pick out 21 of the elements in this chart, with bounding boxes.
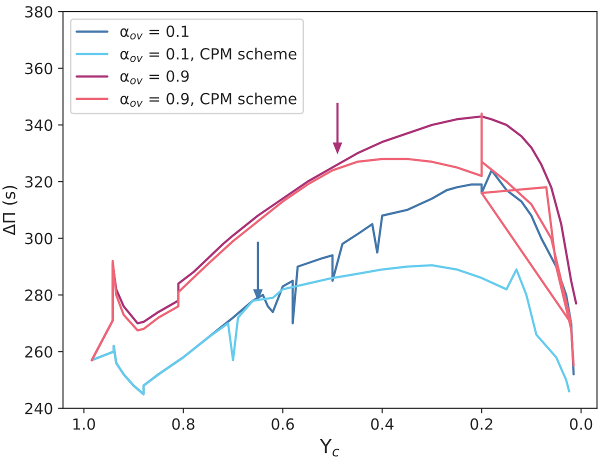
x-tick-label: 0.8 <box>172 418 194 430</box>
legend-label: α$_{ov}$ = 0.9, CPM scheme <box>120 92 296 107</box>
y-tick-label: 260 <box>25 346 52 358</box>
y-tick-label: 340 <box>25 119 52 131</box>
line-series <box>90 264 570 396</box>
x-axis-title: Y$_{c}$ <box>320 438 340 457</box>
x-tick-label: 1.0 <box>73 418 96 430</box>
x-tick-label: 0.2 <box>470 418 492 430</box>
y-tick-label: 380 <box>25 6 52 18</box>
legend-label: α$_{ov}$ = 0.1 <box>120 26 188 40</box>
y-tick-label: 240 <box>25 402 52 414</box>
y-axis-title: ΔΠ (s) <box>2 186 18 236</box>
y-tick-label: 360 <box>25 62 52 74</box>
legend-label: α$_{ov}$ = 0.9 <box>120 70 189 84</box>
y-tick-label: 300 <box>25 232 52 244</box>
x-tick-label: 0.6 <box>272 418 294 430</box>
x-tick-label: 0.4 <box>371 418 394 430</box>
legend-label: α$_{ov}$ = 0.1, CPM scheme <box>120 48 296 62</box>
x-tick-label: 0.0 <box>570 418 592 430</box>
y-tick-label: 320 <box>25 176 52 188</box>
y-tick-label: 280 <box>25 289 52 301</box>
